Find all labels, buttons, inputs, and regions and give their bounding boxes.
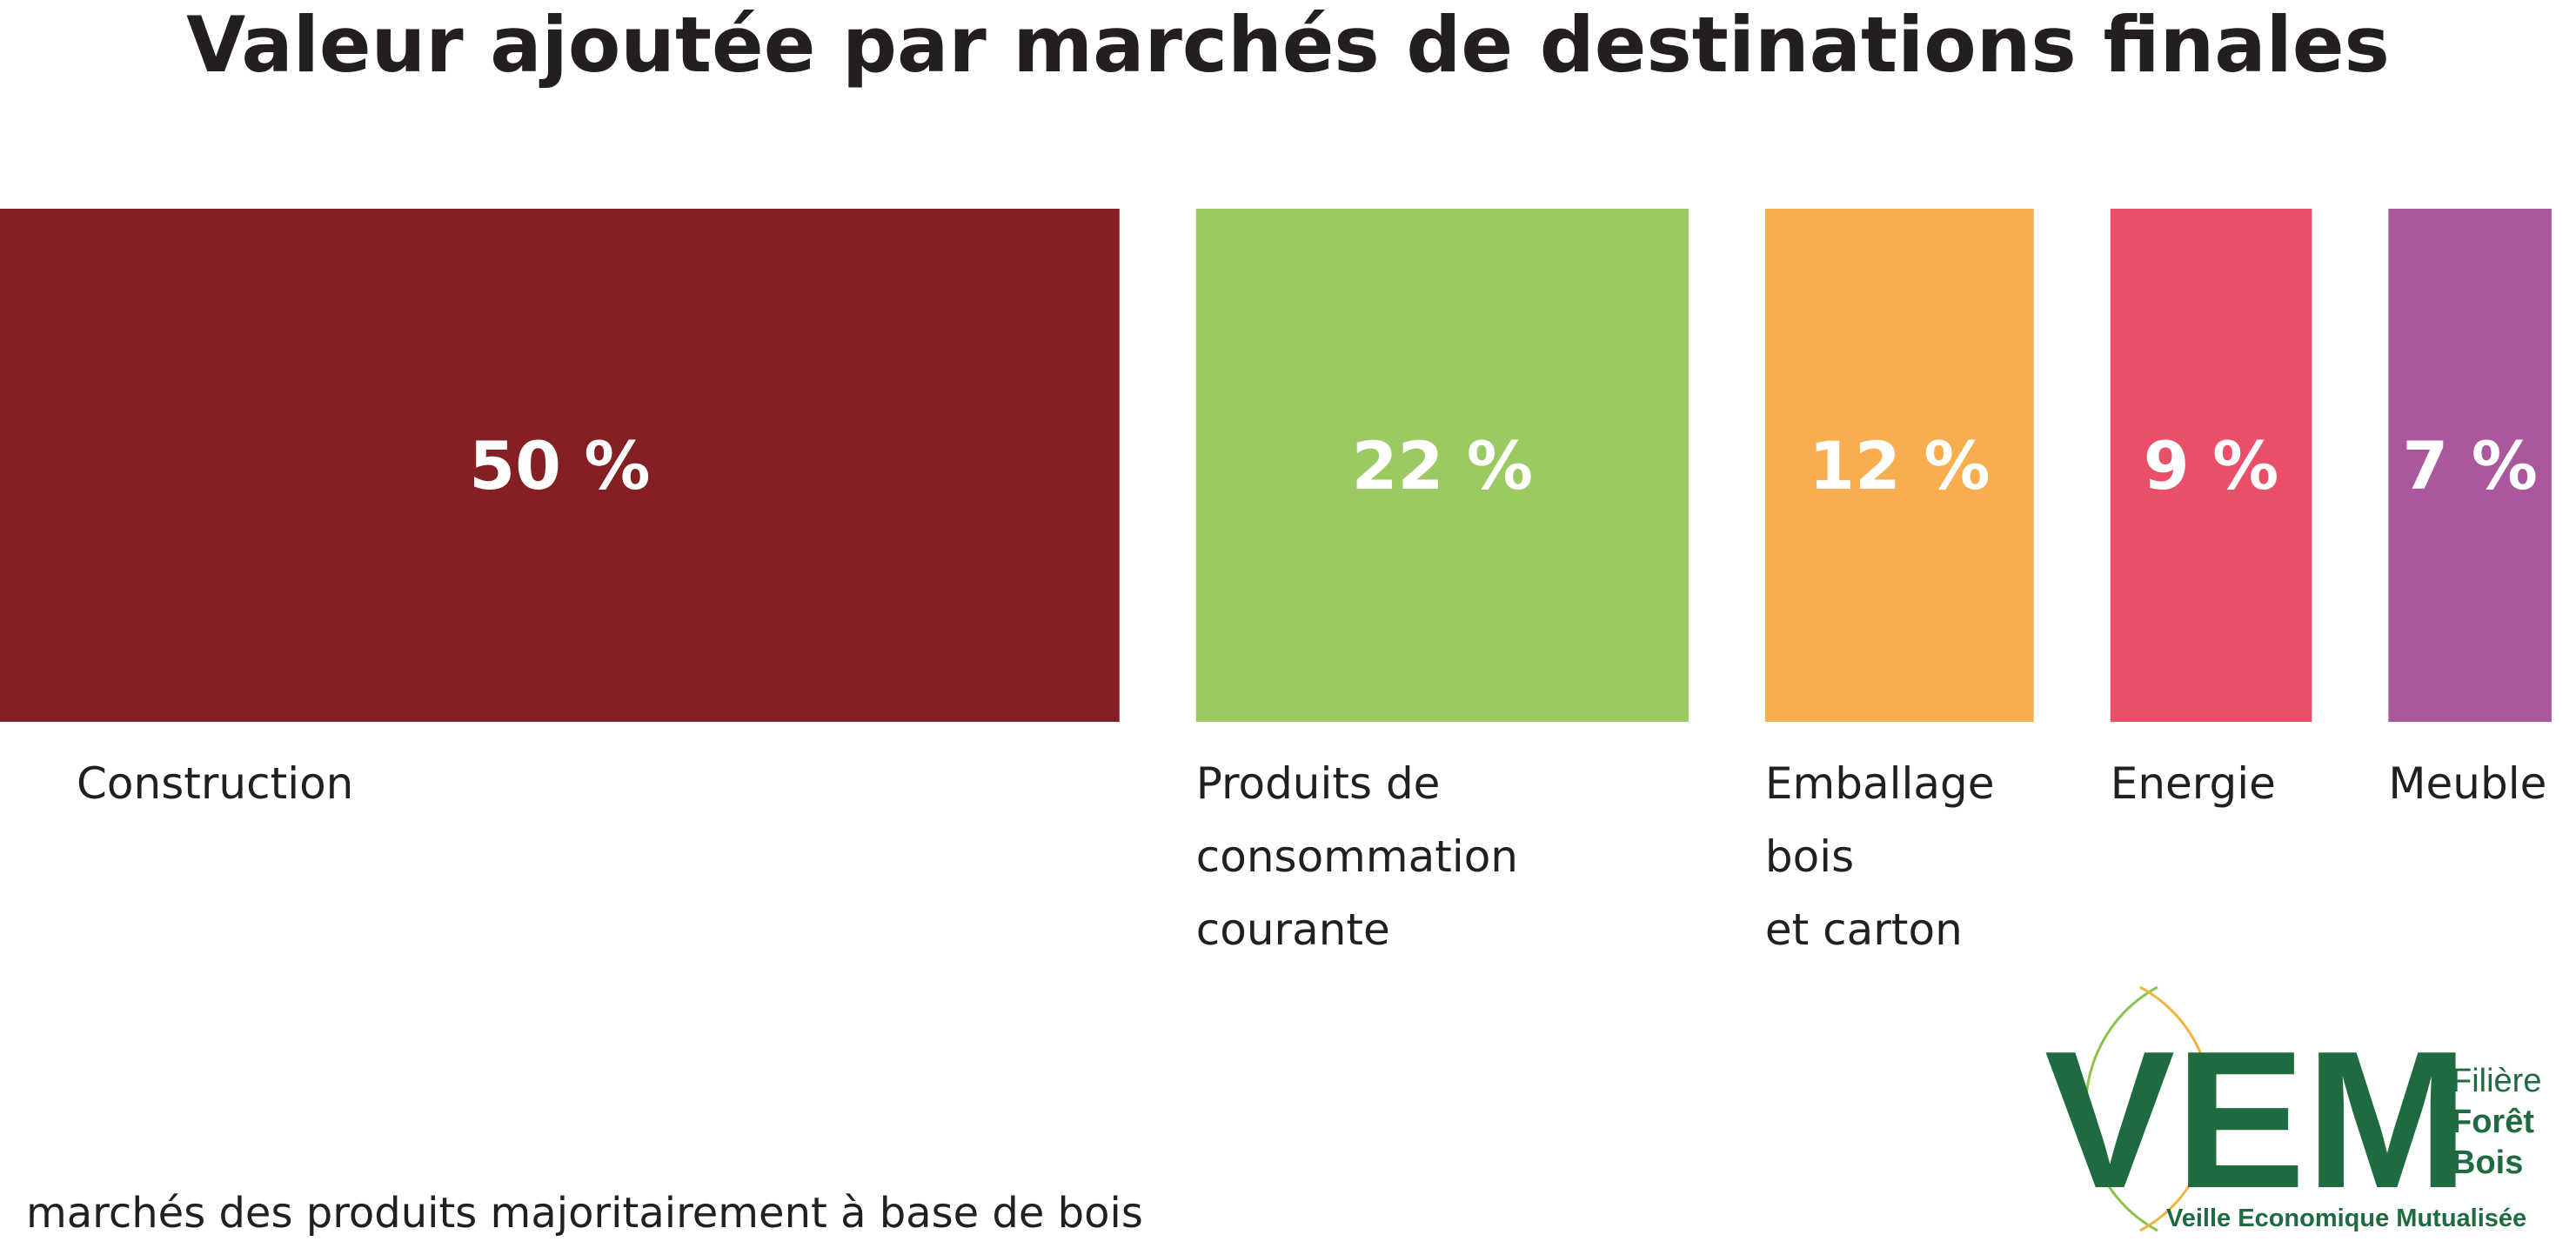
logo-line-3: Bois: [2452, 1145, 2523, 1181]
logo-line-2: Forêt: [2452, 1104, 2534, 1140]
footnote: marchés des produits majoritairement à b…: [26, 1189, 1143, 1238]
logo-letters: VEM: [2044, 1010, 2469, 1229]
category-label-1-line-1: consommation: [1196, 831, 1518, 882]
chart-title: Valeur ajoutée par marchés de destinatio…: [186, 0, 2390, 90]
category-label-2-line-0: Emballage: [1765, 758, 1995, 809]
bar-value-label-3: 9 %: [2144, 427, 2279, 504]
category-label-1-line-0: Produits de: [1196, 758, 1441, 809]
bar-value-label-4: 7 %: [2402, 427, 2538, 504]
category-label-1-line-2: courante: [1196, 904, 1390, 955]
bar-4: [2388, 209, 2552, 722]
bar-3: [2110, 209, 2312, 722]
logo-arc-light: [2084, 985, 2158, 1232]
logo-tagline: Veille Economique Mutualisée: [2166, 1205, 2526, 1232]
category-label-2-line-1: bois: [1765, 831, 1854, 882]
bar-value-label-2: 12 %: [1809, 427, 1990, 504]
vem-logo: VEM Filière Forêt Bois Veille Economique…: [2044, 985, 2541, 1232]
logo-line-1: Filière: [2452, 1063, 2541, 1099]
bar-1: [1195, 209, 1689, 722]
category-label-0-line-0: Construction: [77, 758, 353, 809]
bar-value-label-1: 22 %: [1352, 427, 1533, 504]
logo-arc-accent: [2139, 985, 2213, 1232]
bar-2: [1764, 209, 2034, 722]
category-label-3-line-0: Energie: [2111, 758, 2276, 809]
bar-value-label-0: 50 %: [469, 427, 650, 504]
category-label-2-line-2: et carton: [1765, 904, 1963, 955]
chart-plot: 50 % Construction 22 % Produits de consommat…: [0, 209, 2552, 955]
bar-0: [0, 209, 1120, 722]
category-label-4-line-0: Meuble: [2388, 758, 2546, 809]
